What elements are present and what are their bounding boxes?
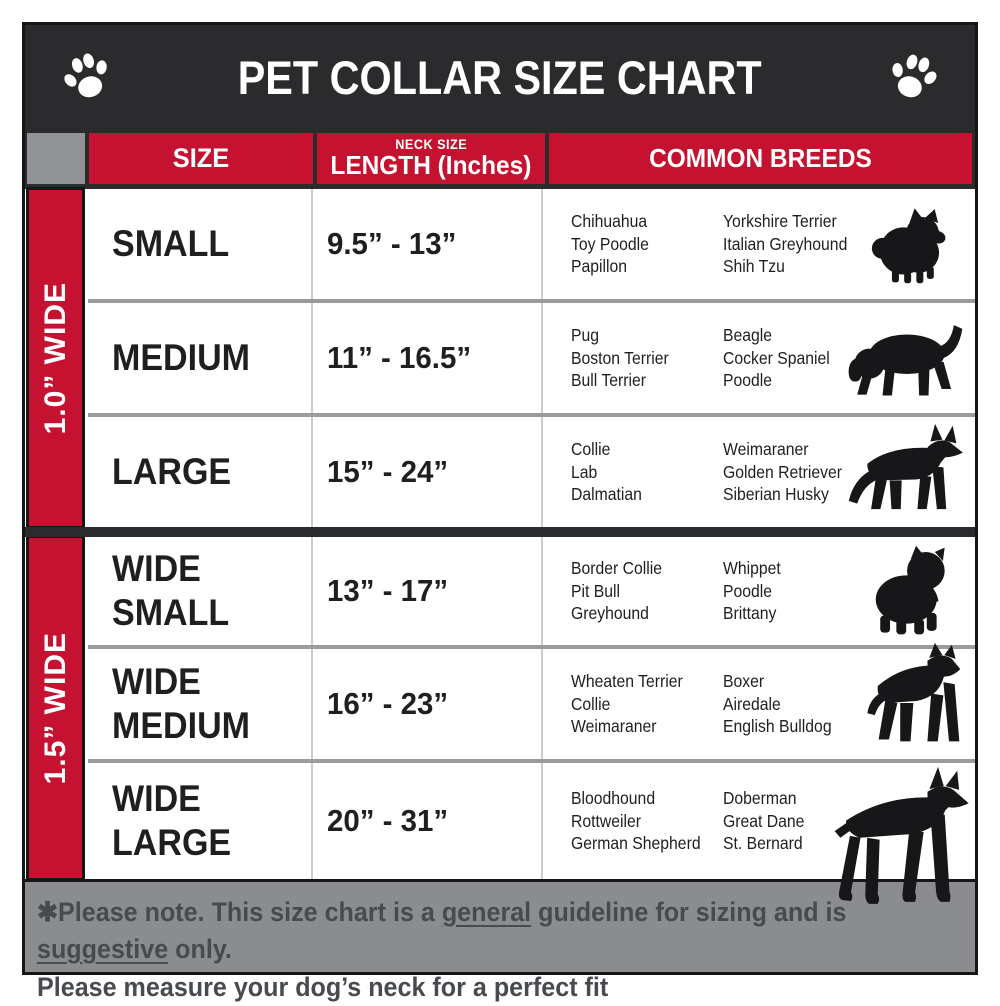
- neck-range: 20” - 31”: [327, 803, 449, 838]
- size-cell: MEDIUM: [88, 303, 313, 413]
- footer-underline-general: general: [441, 897, 532, 927]
- neck-range-cell: 20” - 31”: [313, 763, 543, 879]
- size-cell: SMALL: [88, 189, 313, 299]
- title-bar: PET COLLAR SIZE CHART: [25, 25, 975, 129]
- breeds-cell: Chihuahua Toy Poodle Papillon Yorkshire …: [543, 189, 975, 299]
- table-row-small: SMALL 9.5” - 13” Chihuahua Toy Poodle Pa…: [88, 189, 975, 299]
- row-divider: [88, 413, 975, 417]
- pomeranian-silhouette-icon: [867, 203, 957, 285]
- table-row-large: LARGE 15” - 24” Collie Lab Dalmatian Wei…: [88, 417, 975, 527]
- doberman-silhouette-icon: [815, 765, 973, 923]
- size-label: MEDIUM: [112, 336, 251, 378]
- breeds-cell: Wheaten Terrier Collie Weimaraner Boxer …: [543, 642, 975, 759]
- collar-width-label: 1.0” WIDE: [38, 281, 72, 435]
- neck-range-cell: 9.5” - 13”: [313, 189, 543, 299]
- column-header-neck-size: NECK SIZE LENGTH (Inches): [317, 133, 545, 184]
- breed-list: Boxer Airedale English Bulldog: [723, 671, 832, 737]
- footer-note-line2: Please measure your dog’s neck for a per…: [37, 971, 609, 1002]
- size-cell: WIDE MEDIUM: [88, 649, 313, 759]
- width-group-divider: [25, 527, 975, 537]
- breeds-cell: Bloodhound Rottweiler German Shepherd Do…: [543, 763, 975, 904]
- row-divider: [88, 645, 975, 649]
- breed-list: Pug Boston Terrier Bull Terrier: [571, 325, 669, 391]
- row-divider: [88, 759, 975, 763]
- breed-list: Yorkshire Terrier Italian Greyhound Shih…: [723, 211, 848, 277]
- breed-list: Border Collie Pit Bull Greyhound: [571, 558, 663, 624]
- table-row-medium: MEDIUM 11” - 16.5” Pug Boston Terrier Bu…: [88, 303, 975, 413]
- breed-list: Collie Lab Dalmatian: [571, 439, 642, 505]
- column-header-size: SIZE: [89, 133, 313, 184]
- column-header-neck-line1: NECK SIZE: [395, 136, 467, 152]
- breed-list: Whippet Poodle Brittany: [723, 558, 781, 624]
- breed-list: Doberman Great Dane St. Bernard: [723, 788, 805, 854]
- size-label: SMALL: [112, 222, 230, 264]
- footer-note-line1: Please note. This size chart is a: [58, 897, 442, 927]
- neck-range: 11” - 16.5”: [327, 340, 472, 375]
- column-header-neck-line2: LENGTH (Inches): [330, 149, 532, 180]
- bulldog-silhouette-icon: [865, 543, 959, 639]
- collar-width-band-1-5-inch: 1.5” WIDE: [26, 535, 85, 881]
- column-header-breeds-label: COMMON BREEDS: [649, 143, 872, 173]
- breed-list: Wheaten Terrier Collie Weimaraner: [571, 671, 683, 737]
- size-chart-poster: PET COLLAR SIZE CHART SIZE NECK SIZE LEN…: [22, 22, 978, 1002]
- table-rows: SMALL 9.5” - 13” Chihuahua Toy Poodle Pa…: [25, 189, 975, 904]
- table-row-wide-small: WIDE SMALL 13” - 17” Border Collie Pit B…: [88, 537, 975, 645]
- neck-range-cell: 13” - 17”: [313, 537, 543, 645]
- beagle-silhouette-icon: [845, 316, 967, 400]
- breeds-cell: Collie Lab Dalmatian Weimaraner Golden R…: [543, 417, 975, 527]
- table-header-row: SIZE NECK SIZE LENGTH (Inches) COMMON BR…: [25, 129, 975, 189]
- size-label: WIDE MEDIUM: [112, 660, 251, 746]
- size-label: LARGE: [112, 450, 232, 492]
- breeds-cell: Border Collie Pit Bull Greyhound Whippet…: [543, 537, 975, 645]
- collar-width-band-1-inch: 1.0” WIDE: [26, 187, 85, 529]
- neck-range: 16” - 23”: [327, 686, 449, 721]
- corner-cell: [27, 133, 85, 184]
- footer-note: ✱Please note. This size chart is a gener…: [25, 879, 975, 1002]
- page-title: PET COLLAR SIZE CHART: [238, 50, 762, 104]
- table-row-wide-medium: WIDE MEDIUM 16” - 23” Wheaten Terrier Co…: [88, 642, 975, 759]
- table-row-wide-large: WIDE LARGE 20” - 31” Bloodhound Rottweil…: [88, 763, 975, 904]
- neck-range: 15” - 24”: [327, 454, 449, 489]
- neck-range: 13” - 17”: [327, 573, 449, 608]
- paw-print-icon: [64, 53, 107, 98]
- neck-range-cell: 11” - 16.5”: [313, 303, 543, 413]
- size-label: WIDE LARGE: [112, 777, 232, 863]
- neck-range: 9.5” - 13”: [327, 226, 457, 261]
- pit-bull-silhouette-icon: [855, 641, 967, 763]
- footer-asterisk: ✱: [37, 897, 59, 927]
- footer-underline-suggestive: suggestive: [37, 934, 169, 965]
- breed-list: Beagle Cocker Spaniel Poodle: [723, 325, 830, 391]
- size-cell: WIDE SMALL: [88, 537, 313, 645]
- paw-print-icon: [892, 54, 937, 98]
- row-divider: [88, 299, 975, 303]
- neck-range-cell: 16” - 23”: [313, 649, 543, 759]
- breed-list: Bloodhound Rottweiler German Shepherd: [571, 788, 701, 854]
- size-cell: LARGE: [88, 417, 313, 527]
- breed-list: Chihuahua Toy Poodle Papillon: [571, 211, 649, 277]
- table-body: 1.0” WIDE 1.5” WIDE SMALL 9.5” - 13” Chi…: [25, 187, 975, 904]
- size-cell: WIDE LARGE: [88, 763, 313, 879]
- collar-width-label: 1.5” WIDE: [38, 631, 72, 785]
- column-header-size-label: SIZE: [172, 143, 230, 173]
- breeds-cell: Pug Boston Terrier Bull Terrier Beagle C…: [543, 303, 975, 413]
- column-header-breeds: COMMON BREEDS: [549, 133, 972, 184]
- breed-list: Weimaraner Golden Retriever Siberian Hus…: [723, 439, 843, 505]
- german-shepherd-silhouette-icon: [839, 422, 969, 524]
- size-label: WIDE SMALL: [112, 547, 230, 633]
- neck-range-cell: 15” - 24”: [313, 417, 543, 527]
